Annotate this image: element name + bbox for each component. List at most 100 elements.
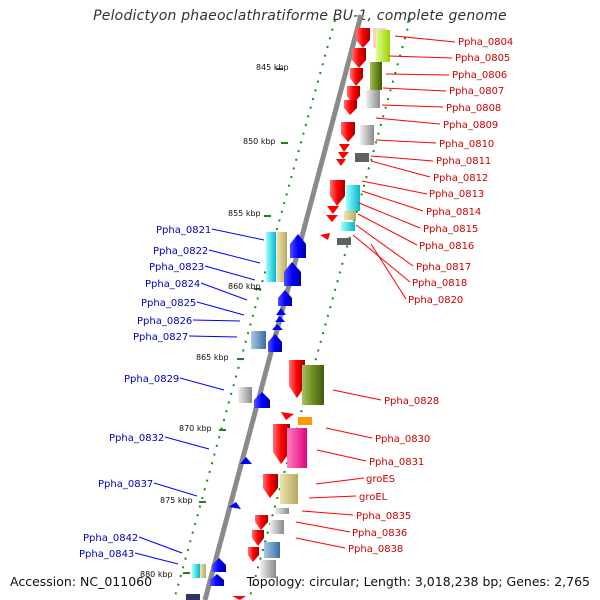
outer-track-left xyxy=(173,19,336,600)
gene-arrow xyxy=(212,558,226,572)
gene-label[interactable]: Ppha_0806 xyxy=(452,70,507,81)
leader-line xyxy=(204,265,256,281)
gene-label[interactable]: Ppha_0823 xyxy=(149,262,204,273)
gene-block xyxy=(238,387,252,403)
leader-line xyxy=(332,389,382,401)
leader-line xyxy=(316,449,367,462)
forward-strand-genes xyxy=(232,28,390,600)
gene-block xyxy=(266,232,276,282)
kbp-label: 855 kbp xyxy=(228,209,261,218)
gene-block xyxy=(302,365,324,405)
reverse-gene-labels: Ppha_0821 Ppha_0822 Ppha_0823 Ppha_0824 … xyxy=(79,225,211,560)
leader-line xyxy=(208,249,261,264)
gene-arrow xyxy=(232,596,246,600)
gene-block xyxy=(344,211,356,220)
gene-label[interactable]: Ppha_0831 xyxy=(369,457,424,468)
gene-label[interactable]: Ppha_0813 xyxy=(429,189,484,200)
gene-label[interactable]: Ppha_0829 xyxy=(124,374,179,385)
gene-label[interactable]: Ppha_0814 xyxy=(426,207,481,218)
gene-block xyxy=(337,238,351,245)
gene-label[interactable]: Ppha_0817 xyxy=(416,262,471,273)
leader-line xyxy=(134,552,179,565)
leader-line xyxy=(192,319,241,322)
gene-arrow xyxy=(356,28,370,48)
gene-arrow xyxy=(229,502,241,509)
gene-arrow xyxy=(320,233,330,240)
leader-line xyxy=(358,202,421,229)
leader-line xyxy=(295,521,351,533)
gene-label[interactable]: Ppha_0837 xyxy=(98,479,153,490)
gene-label[interactable]: groEL xyxy=(359,492,388,503)
gene-label[interactable]: Ppha_0820 xyxy=(408,295,463,306)
gene-arrow xyxy=(339,144,350,152)
gene-label[interactable]: Ppha_0818 xyxy=(412,278,467,289)
gene-label[interactable]: Ppha_0838 xyxy=(348,544,403,555)
gene-label[interactable]: Ppha_0827 xyxy=(133,332,188,343)
leader-lines-right xyxy=(295,35,456,549)
gene-label[interactable]: Ppha_0835 xyxy=(356,511,411,522)
leader-line xyxy=(308,495,357,499)
gene-label[interactable]: Ppha_0843 xyxy=(79,549,134,560)
gene-block xyxy=(200,564,206,578)
kbp-label: 865 kbp xyxy=(196,353,229,362)
gene-label[interactable]: Ppha_0811 xyxy=(436,156,491,167)
gene-label[interactable]: Ppha_0825 xyxy=(141,298,196,309)
leader-line xyxy=(388,55,453,59)
gene-arrow xyxy=(338,152,349,159)
gene-block xyxy=(264,542,280,558)
kbp-label: 850 kbp xyxy=(243,137,276,146)
gene-label[interactable]: Ppha_0824 xyxy=(145,279,200,290)
leader-line xyxy=(385,73,450,76)
kbp-label: 875 kbp xyxy=(160,496,193,505)
gene-label[interactable]: Ppha_0828 xyxy=(384,396,439,407)
gene-label[interactable]: Ppha_0816 xyxy=(419,241,474,252)
leader-line xyxy=(361,190,424,212)
gene-arrow xyxy=(350,68,363,86)
leader-line xyxy=(361,180,428,195)
accession-text: Accession: NC_011060 xyxy=(10,574,153,589)
gene-label[interactable]: Ppha_0812 xyxy=(433,173,488,184)
gene-label[interactable]: Ppha_0809 xyxy=(443,120,498,131)
gene-arrow xyxy=(240,457,252,464)
gene-block xyxy=(346,185,360,211)
gene-arrow xyxy=(327,206,339,214)
gene-label[interactable]: Ppha_0810 xyxy=(439,139,494,150)
reverse-strand-genes xyxy=(186,232,306,600)
gene-arrow xyxy=(276,308,286,315)
gene-arrow xyxy=(272,324,283,330)
leader-line xyxy=(375,139,437,144)
gene-label[interactable]: Ppha_0805 xyxy=(455,53,510,64)
gene-label[interactable]: Ppha_0807 xyxy=(449,86,504,97)
gene-arrow xyxy=(284,262,301,286)
leader-line xyxy=(315,477,365,485)
gene-label[interactable]: Ppha_0830 xyxy=(375,434,430,445)
gene-label[interactable]: Ppha_0815 xyxy=(423,224,478,235)
gene-label[interactable]: Ppha_0822 xyxy=(153,246,208,257)
gene-label[interactable]: Ppha_0836 xyxy=(352,528,407,539)
gene-arrow xyxy=(336,159,346,166)
gene-block xyxy=(192,564,200,578)
gene-label[interactable]: Ppha_0804 xyxy=(458,37,513,48)
gene-arrow xyxy=(278,290,292,306)
gene-label[interactable]: Ppha_0832 xyxy=(109,433,164,444)
leader-line xyxy=(138,536,183,554)
genome-backbone xyxy=(202,14,364,600)
outer-track-right xyxy=(248,19,411,600)
gene-label[interactable]: Ppha_0821 xyxy=(156,225,211,236)
topology-text: Topology: circular; Length: 3,018,238 bp… xyxy=(246,574,590,589)
gene-block xyxy=(277,232,287,282)
gene-arrow xyxy=(326,215,338,222)
leader-line xyxy=(196,301,245,316)
gene-block xyxy=(298,417,312,425)
gene-label[interactable]: Ppha_0826 xyxy=(137,316,192,327)
leader-lines-left xyxy=(134,228,265,565)
gene-block xyxy=(275,508,289,514)
gene-arrow xyxy=(330,180,345,206)
gene-label[interactable]: groES xyxy=(366,474,395,485)
gene-arrow xyxy=(289,360,305,398)
gene-block xyxy=(360,125,374,145)
forward-gene-labels: Ppha_0804 Ppha_0805 Ppha_0806 Ppha_0807 … xyxy=(348,37,513,555)
kbp-label: 860 kbp xyxy=(228,282,261,291)
gene-label[interactable]: Ppha_0842 xyxy=(83,533,138,544)
gene-label[interactable]: Ppha_0808 xyxy=(446,103,501,114)
